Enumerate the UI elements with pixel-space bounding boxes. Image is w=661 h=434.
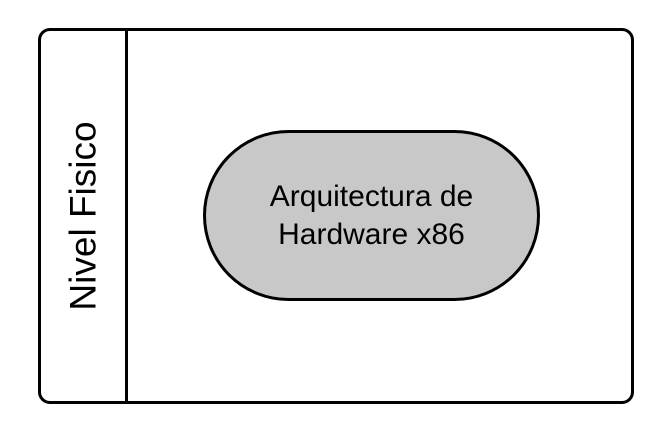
lane-label: Nivel Fisico [62, 121, 104, 311]
lane-header: Nivel Fisico [41, 31, 128, 401]
process-node-label: Arquitectura de Hardware x86 [270, 178, 473, 254]
process-node-x86-hardware: Arquitectura de Hardware x86 [203, 130, 540, 301]
process-node-label-line2: Hardware x86 [278, 217, 465, 251]
process-node-label-line1: Arquitectura de [269, 179, 474, 213]
